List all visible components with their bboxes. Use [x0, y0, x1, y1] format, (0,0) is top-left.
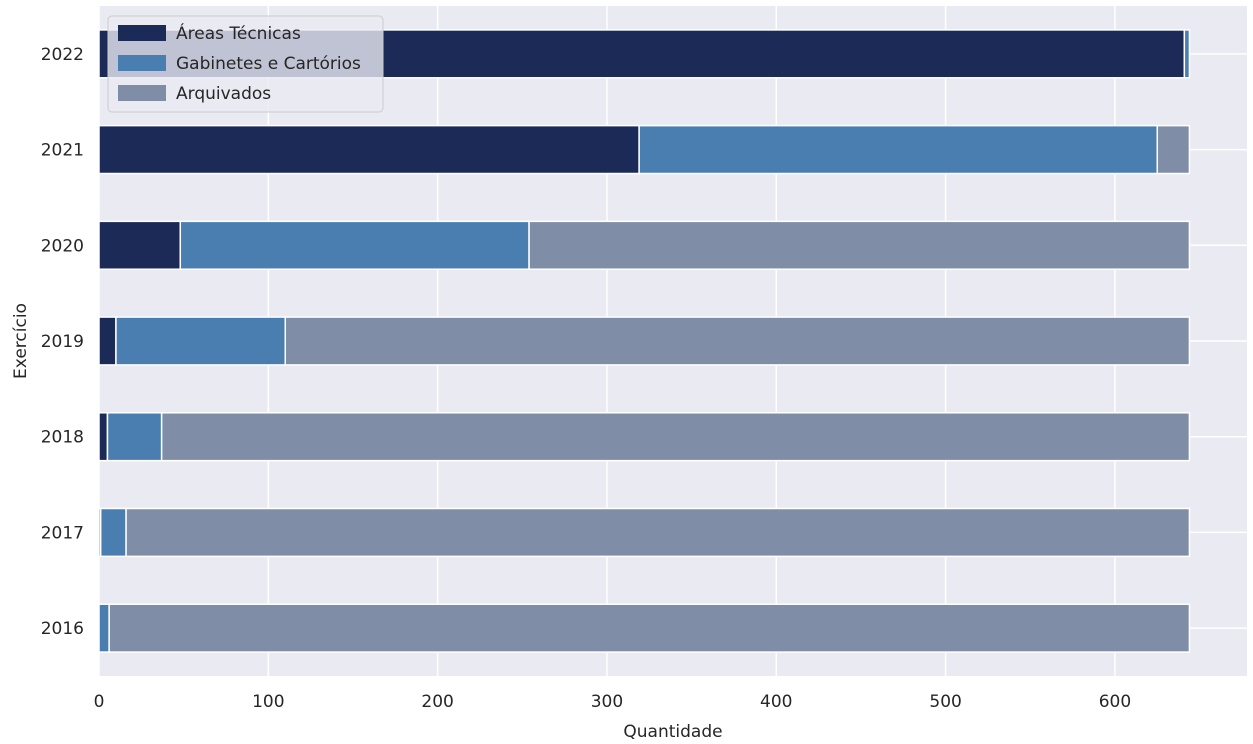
bar-segment [98, 124, 640, 175]
x-ticks: 0 100 200 300 400 500 600 [94, 692, 1132, 712]
legend-label-gabinetes-e-cartorios: Gabinetes e Cartórios [176, 54, 361, 74]
bar-segment [115, 316, 287, 366]
y-tick-label: 2021 [41, 141, 84, 161]
y-tick-label: 2017 [41, 523, 84, 543]
x-tick-label: 100 [252, 692, 284, 712]
y-tick-label: 2019 [41, 332, 84, 352]
bar-segment [1156, 124, 1191, 175]
y-tick-label: 2022 [41, 45, 84, 65]
y-tick-label: 2020 [41, 236, 84, 256]
x-axis-label: Quantidade [623, 722, 722, 742]
bar-segment [98, 603, 110, 653]
x-tick-label: 500 [929, 692, 961, 712]
bar-segment [528, 220, 1191, 270]
y-tick-label: 2016 [41, 619, 84, 639]
bar-segment [98, 316, 117, 366]
y-tick-label: 2018 [41, 428, 84, 448]
x-tick-label: 400 [760, 692, 792, 712]
bar-segment [99, 507, 127, 558]
bar-segment [125, 507, 1191, 558]
bar-segment [179, 220, 530, 270]
bar-segment [284, 316, 1191, 366]
legend-swatch-areas-tecnicas [118, 25, 166, 41]
y-ticks: 2016 2017 2018 2019 2020 2021 2022 [41, 45, 84, 639]
bars [98, 29, 1191, 653]
legend: Áreas Técnicas Gabinetes e Cartórios Arq… [107, 15, 384, 113]
legend-swatch-gabinetes-e-cartorios [118, 55, 166, 71]
x-tick-label: 200 [421, 692, 453, 712]
bar-segment [638, 124, 1159, 175]
bar-segment [106, 412, 163, 462]
legend-label-areas-tecnicas: Áreas Técnicas [176, 22, 301, 44]
bar-segment [1183, 29, 1191, 79]
bar-segment [98, 412, 109, 462]
y-axis-label: Exercício [11, 303, 31, 379]
x-tick-label: 600 [1099, 692, 1131, 712]
bar-segment [160, 412, 1191, 462]
bar-segment [98, 220, 182, 270]
legend-box [107, 15, 384, 113]
legend-swatch-arquivados [118, 85, 166, 101]
x-tick-label: 0 [94, 692, 105, 712]
x-tick-label: 300 [591, 692, 623, 712]
bar-segment [108, 603, 1191, 653]
legend-label-arquivados: Arquivados [176, 84, 271, 104]
